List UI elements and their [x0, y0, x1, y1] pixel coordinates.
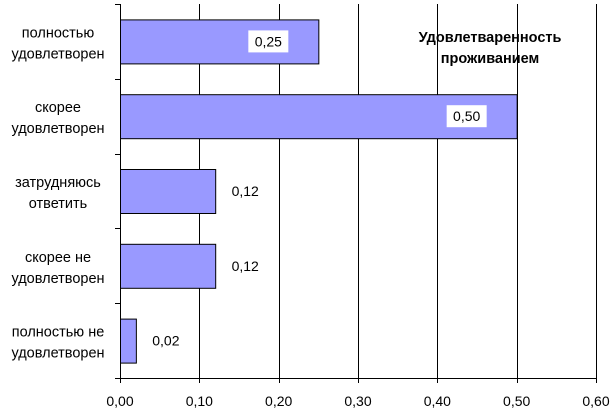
value-label: 0,25 [255, 33, 282, 49]
x-tick-label: 0,20 [265, 393, 292, 409]
category-label: затрудняюсь [15, 175, 101, 191]
grid-lines [199, 4, 597, 378]
value-label-box [248, 30, 289, 53]
chart-title-line-2: проживанием [441, 51, 540, 67]
axes [115, 4, 597, 383]
bar [120, 169, 217, 214]
category-label: полностью [22, 25, 95, 41]
category-label: полностью не [12, 325, 105, 341]
x-tick-label: 0,60 [582, 393, 609, 409]
value-label: 0,02 [152, 333, 179, 349]
value-label: 0,12 [232, 183, 259, 199]
x-tick-label: 0,50 [503, 393, 530, 409]
value-label: 0,12 [232, 258, 259, 274]
category-label: скорее не [25, 250, 91, 266]
value-label: 0,50 [453, 108, 480, 124]
value-label-box [446, 105, 487, 128]
category-labels: полностью удовлетворен скорее удовлетворен з… [11, 25, 104, 361]
category-label: удовлетворен [11, 271, 104, 287]
x-tick-label: 0,30 [344, 393, 371, 409]
bars [120, 19, 518, 364]
x-tick-label: 0,40 [424, 393, 451, 409]
category-label: удовлетворен [11, 121, 104, 137]
value-labels: 0,25 0,50 0,12 0,12 0,02 [152, 30, 487, 349]
chart-title-line-1: Удовлетваренность [419, 30, 562, 46]
x-tick-label: 0,10 [186, 393, 213, 409]
bar [120, 19, 320, 65]
category-label: удовлетворен [11, 346, 104, 362]
category-label: скорее [35, 100, 81, 116]
category-label: удовлетворен [11, 46, 104, 62]
bar [120, 318, 137, 364]
x-tick-label: 0,00 [106, 393, 133, 409]
bar [120, 243, 217, 289]
x-tick-labels: 0,00 0,10 0,20 0,30 0,40 0,50 0,60 [106, 393, 609, 409]
category-label: ответить [29, 196, 87, 212]
